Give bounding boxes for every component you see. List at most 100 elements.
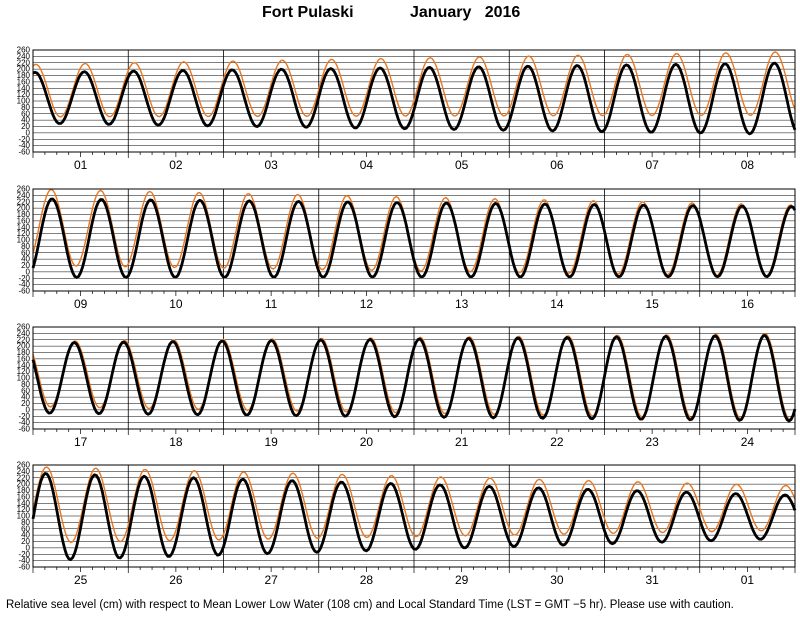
day-label: 09 xyxy=(74,297,88,311)
y-tick-label: -60 xyxy=(18,563,30,572)
y-tick-label: 100 xyxy=(17,374,31,383)
y-tick-label: 80 xyxy=(21,518,30,527)
y-tick-label: 200 xyxy=(17,480,31,489)
day-label: 24 xyxy=(741,435,755,449)
y-tick-label: 40 xyxy=(21,531,30,540)
panel-frame xyxy=(32,188,796,292)
y-tick-label: 20 xyxy=(21,399,30,408)
y-tick-label: 220 xyxy=(17,197,31,206)
y-tick-label: 140 xyxy=(17,84,31,93)
y-tick-label: 240 xyxy=(17,52,31,61)
y-tick-label: 0 xyxy=(26,128,31,137)
y-tick-label: -20 xyxy=(18,412,30,421)
day-label: 04 xyxy=(360,158,374,172)
tide-chart: -60-40-200204060801001201401601802002202… xyxy=(17,46,797,587)
y-tick-label: 240 xyxy=(17,467,31,476)
y-tick-label: 80 xyxy=(21,103,30,112)
day-label: 22 xyxy=(550,435,564,449)
month-label: January xyxy=(410,4,472,21)
y-tick-label: 160 xyxy=(17,216,31,225)
series-line-predicted xyxy=(32,466,796,544)
day-label: 14 xyxy=(550,297,564,311)
day-label: 27 xyxy=(264,573,278,587)
y-tick-label: 160 xyxy=(17,492,31,501)
y-tick-label: 160 xyxy=(17,354,31,363)
y-tick-label: 220 xyxy=(17,473,31,482)
y-tick-label: -20 xyxy=(18,135,30,144)
y-tick-label: 200 xyxy=(17,342,31,351)
tide-panel-2: -60-40-200204060801001201401601802002202… xyxy=(17,185,797,311)
y-tick-label: -60 xyxy=(18,287,30,296)
day-label: 12 xyxy=(360,297,374,311)
y-tick-label: 260 xyxy=(17,461,31,470)
y-tick-label: 140 xyxy=(17,223,31,232)
footnote: Relative sea level (cm) with respect to … xyxy=(6,599,734,611)
day-label: 29 xyxy=(455,573,469,587)
y-tick-label: 60 xyxy=(21,386,30,395)
y-tick-label: -40 xyxy=(18,280,30,289)
tide-panel-3: -60-40-200204060801001201401601802002202… xyxy=(17,323,797,449)
day-label: 13 xyxy=(455,297,469,311)
day-label: 11 xyxy=(265,297,278,311)
day-label: 07 xyxy=(645,158,659,172)
y-tick-label: -40 xyxy=(18,418,30,427)
y-tick-label: 220 xyxy=(17,335,31,344)
y-tick-label: 180 xyxy=(17,348,31,357)
y-tick-label: 120 xyxy=(17,229,31,238)
day-label: 08 xyxy=(741,158,755,172)
chart-title: Fort Pulaski January 2016 xyxy=(0,4,800,28)
y-tick-label: 100 xyxy=(17,97,31,106)
y-tick-label: 120 xyxy=(17,90,31,99)
y-tick-label: 20 xyxy=(21,537,30,546)
day-label: 21 xyxy=(455,435,469,449)
y-tick-label: 180 xyxy=(17,71,31,80)
y-tick-label: 60 xyxy=(21,248,30,257)
y-tick-label: 260 xyxy=(17,46,31,55)
day-label: 03 xyxy=(264,158,278,172)
y-tick-label: 220 xyxy=(17,58,31,67)
day-label: 28 xyxy=(360,573,374,587)
year-label: 2016 xyxy=(484,4,521,21)
y-tick-label: 120 xyxy=(17,367,31,376)
y-tick-label: 40 xyxy=(21,116,30,125)
y-tick-label: 260 xyxy=(17,185,31,194)
y-tick-label: 240 xyxy=(17,191,31,200)
panel-frame xyxy=(32,464,796,568)
day-label: 23 xyxy=(645,435,659,449)
day-label: 16 xyxy=(741,297,755,311)
y-tick-label: 60 xyxy=(21,524,30,533)
y-tick-label: 200 xyxy=(17,65,31,74)
y-tick-label: 120 xyxy=(17,505,31,514)
y-tick-label: 20 xyxy=(21,122,30,131)
series-line-predicted xyxy=(32,51,796,118)
day-label: 30 xyxy=(550,573,564,587)
y-tick-label: 0 xyxy=(26,543,31,552)
day-label: 17 xyxy=(74,435,88,449)
panel-frame xyxy=(32,326,796,430)
day-label: 01 xyxy=(741,573,755,587)
y-tick-label: 160 xyxy=(17,77,31,86)
y-tick-label: 180 xyxy=(17,210,31,219)
y-tick-label: 100 xyxy=(17,512,31,521)
day-label: 10 xyxy=(169,297,183,311)
y-tick-label: 0 xyxy=(26,405,31,414)
series-line-observed xyxy=(31,472,797,561)
month-year: January 2016 xyxy=(410,4,520,22)
station-name: Fort Pulaski xyxy=(262,4,354,21)
day-label: 18 xyxy=(169,435,183,449)
y-tick-label: 200 xyxy=(17,204,31,213)
y-tick-label: 140 xyxy=(17,361,31,370)
y-tick-label: 0 xyxy=(26,267,31,276)
y-tick-label: 100 xyxy=(17,236,31,245)
day-label: 15 xyxy=(645,297,659,311)
y-tick-label: 40 xyxy=(21,393,30,402)
series-line-observed xyxy=(32,61,797,136)
tide-panel-4: -60-40-200204060801001201401601802002202… xyxy=(17,461,797,587)
day-label: 31 xyxy=(645,573,659,587)
y-tick-label: -20 xyxy=(18,550,30,559)
day-label: 01 xyxy=(74,158,88,172)
y-tick-label: 180 xyxy=(17,486,31,495)
y-tick-label: -40 xyxy=(18,556,30,565)
series-line-observed xyxy=(31,334,797,423)
panel-frame xyxy=(32,49,796,153)
